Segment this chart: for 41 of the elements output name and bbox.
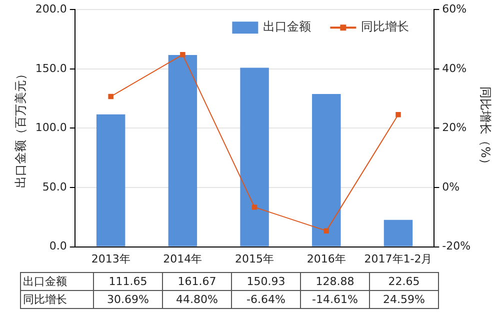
point (108, 94, 114, 100)
data-label: -6.64% (232, 290, 300, 308)
bar (384, 220, 413, 246)
y2-tick-label: 60% (442, 2, 467, 16)
data-label: 24.59% (370, 290, 438, 308)
x-tick-label: 2013年 (91, 252, 130, 266)
data-label: 111.65 (94, 272, 162, 290)
x-tick-label: 2016年 (306, 252, 346, 266)
y2-tick-label: 20% (442, 121, 467, 134)
bar (240, 68, 269, 246)
legend-label: 同比增长 (361, 20, 410, 34)
y-tick-label: 50.0 (42, 180, 67, 194)
y-tick-label: 100.0 (35, 121, 67, 134)
point (324, 228, 330, 234)
y-axis-title: 出口金额（百万美元） (13, 68, 28, 188)
y2-tick-label: -20% (442, 240, 471, 253)
data-label: -14.61% (300, 290, 370, 308)
x-tick-label: 2014年 (163, 252, 202, 266)
point (180, 52, 186, 58)
bar (168, 55, 198, 246)
data-label: 150.93 (232, 272, 300, 290)
data-label: 22.65 (370, 272, 438, 290)
data-label: 128.88 (300, 272, 370, 290)
y2-tick-label: 40% (442, 62, 467, 75)
data-label: 161.67 (162, 272, 232, 290)
text: 同比增长 (23, 293, 67, 306)
data-label: 44.80% (162, 290, 232, 308)
y-tick-label: 0.0 (49, 240, 67, 253)
y2-axis-title: 同比增长（%） (478, 86, 493, 170)
x-tick-label: 2015年 (235, 252, 274, 266)
legend-label: 出口金额 (263, 20, 312, 34)
y-tick-label: 150.0 (35, 62, 67, 75)
text: 出口金额 (23, 275, 67, 288)
point (396, 112, 401, 118)
y-tick-label: 200.0 (35, 2, 67, 16)
bar (96, 114, 126, 246)
bar (312, 94, 341, 246)
x-tick-label: 2017年1-2月 (364, 252, 432, 266)
data-label: 30.69% (94, 290, 162, 308)
y2-tick-label: 0% (442, 180, 460, 194)
point (252, 204, 258, 210)
